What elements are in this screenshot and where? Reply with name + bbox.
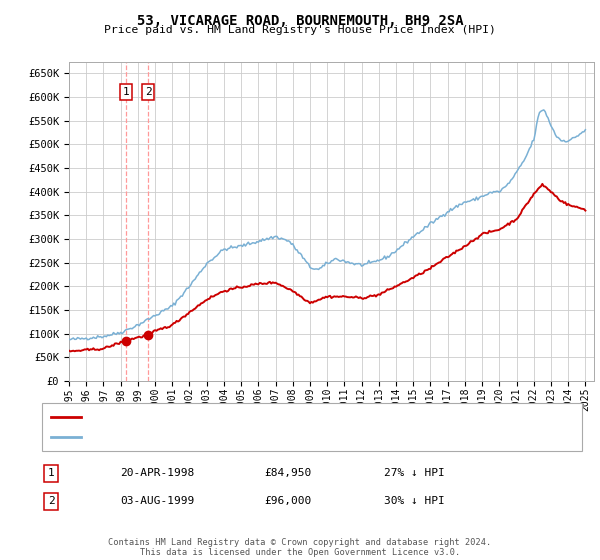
- Text: 2: 2: [145, 87, 152, 97]
- Text: 2: 2: [47, 496, 55, 506]
- Text: 03-AUG-1999: 03-AUG-1999: [120, 496, 194, 506]
- Text: £96,000: £96,000: [264, 496, 311, 506]
- Text: £84,950: £84,950: [264, 468, 311, 478]
- Text: 1: 1: [122, 87, 129, 97]
- Text: 30% ↓ HPI: 30% ↓ HPI: [384, 496, 445, 506]
- Text: 1: 1: [47, 468, 55, 478]
- Text: 53, VICARAGE ROAD, BOURNEMOUTH, BH9 2SA (detached house): 53, VICARAGE ROAD, BOURNEMOUTH, BH9 2SA …: [87, 412, 423, 422]
- Text: 53, VICARAGE ROAD, BOURNEMOUTH, BH9 2SA: 53, VICARAGE ROAD, BOURNEMOUTH, BH9 2SA: [137, 14, 463, 28]
- Text: 27% ↓ HPI: 27% ↓ HPI: [384, 468, 445, 478]
- Text: Price paid vs. HM Land Registry's House Price Index (HPI): Price paid vs. HM Land Registry's House …: [104, 25, 496, 35]
- Text: HPI: Average price, detached house, Bournemouth Christchurch and Poole: HPI: Average price, detached house, Bour…: [87, 432, 507, 442]
- Text: Contains HM Land Registry data © Crown copyright and database right 2024.
This d: Contains HM Land Registry data © Crown c…: [109, 538, 491, 557]
- Text: 20-APR-1998: 20-APR-1998: [120, 468, 194, 478]
